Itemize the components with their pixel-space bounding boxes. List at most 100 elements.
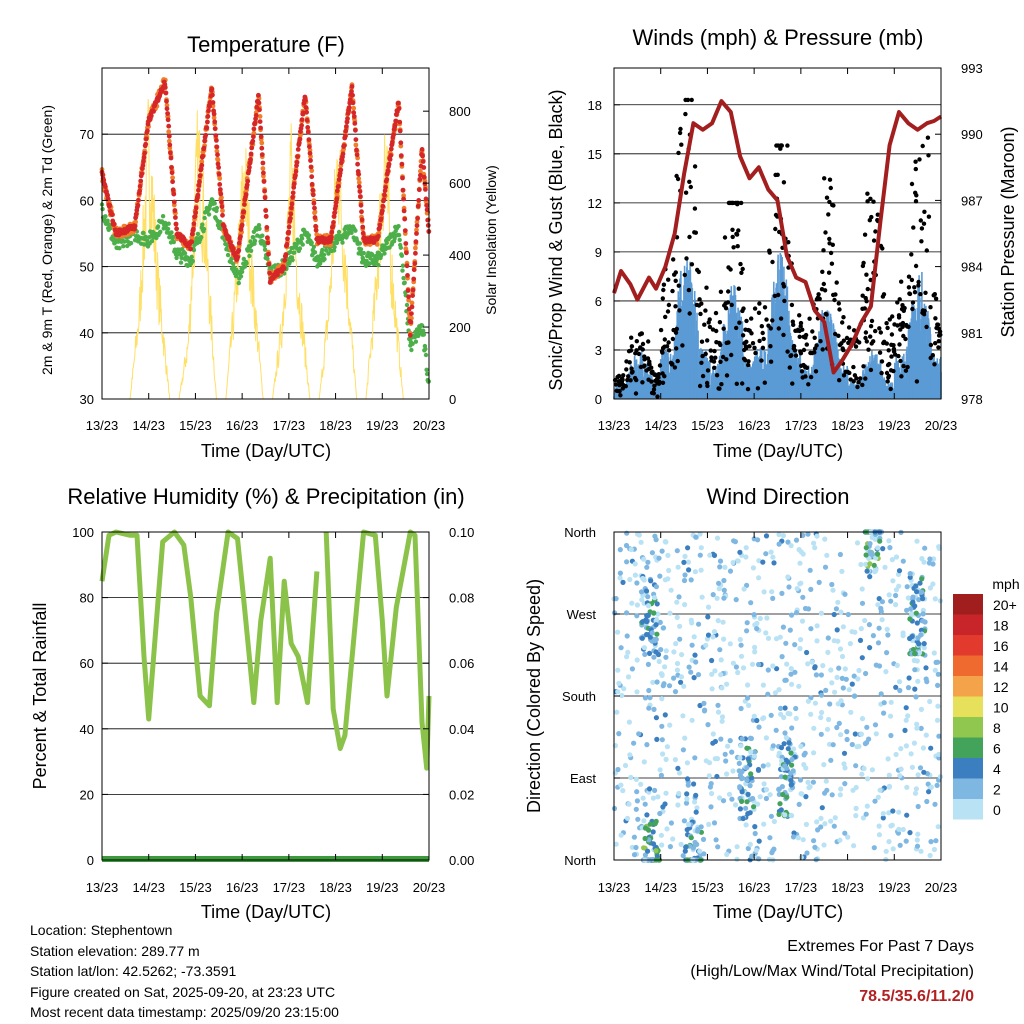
wind-direction-title: Wind Direction [706, 484, 849, 509]
gust-point [837, 378, 842, 383]
temp-2m-point [307, 150, 313, 156]
direction-point [793, 705, 799, 712]
direction-point [936, 733, 942, 739]
gust-point [757, 301, 762, 306]
gust-point [906, 274, 912, 279]
gust-point [725, 300, 731, 305]
direction-point [721, 636, 727, 642]
temp-2m-point [262, 195, 268, 201]
gust-point [826, 270, 832, 275]
gust-point [679, 142, 684, 147]
gust-point [744, 318, 749, 324]
direction-point [839, 568, 845, 575]
gust-point [860, 293, 865, 298]
gust-point [757, 338, 762, 344]
direction-point [678, 679, 684, 685]
direction-point [722, 564, 728, 570]
direction-point [746, 702, 752, 709]
direction-point [752, 830, 758, 837]
direction-point [888, 598, 894, 604]
x-tick-label: 17/23 [785, 418, 818, 433]
gust-point [625, 377, 630, 383]
x-tick-label: 13/23 [86, 418, 119, 433]
gust-point [862, 306, 867, 311]
dewpoint-point [207, 206, 212, 211]
gust-point [913, 159, 918, 164]
temp-2m-point [379, 208, 385, 214]
direction-point [876, 625, 882, 631]
direction-point [879, 617, 885, 623]
direction-point [864, 803, 870, 809]
gust-point [900, 324, 905, 329]
gust-point [861, 260, 866, 266]
gust-point [821, 281, 826, 287]
gust-point [714, 373, 720, 378]
direction-point [707, 552, 713, 558]
direction-point [765, 762, 771, 768]
temp-2m-point [413, 239, 419, 245]
direction-point [665, 576, 671, 582]
x-tick-label: 16/23 [226, 880, 259, 895]
direction-point [662, 664, 668, 670]
temp-2m-point [256, 100, 262, 106]
direction-point [907, 830, 913, 836]
y-tick-label: 20 [80, 787, 94, 802]
direction-point [655, 794, 661, 800]
direction-point [886, 592, 892, 598]
temp-2m-point [332, 210, 337, 216]
direction-point [659, 548, 665, 554]
temp-2m-point [294, 159, 300, 165]
temp-2m-point [207, 103, 213, 109]
direction-point [633, 806, 639, 812]
temp-2m-point [173, 221, 179, 227]
dewpoint-point [382, 251, 387, 256]
temp-2m-point [360, 230, 366, 236]
dewpoint-point [149, 239, 155, 244]
direction-point [682, 572, 688, 578]
direction-point [844, 736, 850, 743]
temp-2m-point [247, 160, 253, 166]
temp-2m-point [420, 153, 425, 159]
direction-point [612, 610, 618, 616]
temp-2m-point [197, 173, 203, 179]
gust-point [868, 324, 874, 329]
gust-point [871, 238, 877, 243]
gust-point [729, 302, 734, 308]
direction-point [799, 618, 806, 624]
gust-point [840, 320, 845, 325]
direction-point [935, 659, 941, 665]
gust-point [914, 193, 919, 198]
direction-point [876, 596, 882, 602]
direction-point [822, 536, 828, 542]
gust-point [670, 336, 676, 342]
temp-2m-point [252, 120, 258, 126]
temp-2m-point [307, 144, 312, 150]
direction-point [785, 574, 791, 580]
x-tick-label: 14/23 [644, 418, 677, 433]
temp-2m-point [141, 159, 146, 164]
direction-point [697, 531, 703, 537]
direction-point [896, 679, 903, 685]
temp-2m-point [205, 113, 211, 119]
direction-point [665, 552, 671, 559]
temp-2m-point [247, 165, 252, 170]
temp-2m-point [344, 119, 350, 125]
temp-2m-point [168, 155, 174, 161]
gust-point [865, 191, 870, 196]
gust-point [782, 298, 787, 304]
direction-point [681, 818, 688, 824]
temp-2m-point [145, 128, 150, 134]
gust-point [906, 285, 912, 290]
gust-point [923, 290, 928, 295]
gust-point [640, 380, 645, 385]
dewpoint-point [256, 223, 262, 228]
gust-point [744, 339, 749, 344]
direction-point [923, 665, 929, 671]
temp-2m-point [293, 169, 299, 174]
gust-point [871, 199, 876, 204]
direction-point [768, 712, 774, 718]
temp-9m-point [251, 130, 257, 136]
gust-point [613, 382, 619, 387]
temp-2m-point [196, 182, 202, 188]
direction-point [835, 599, 841, 605]
